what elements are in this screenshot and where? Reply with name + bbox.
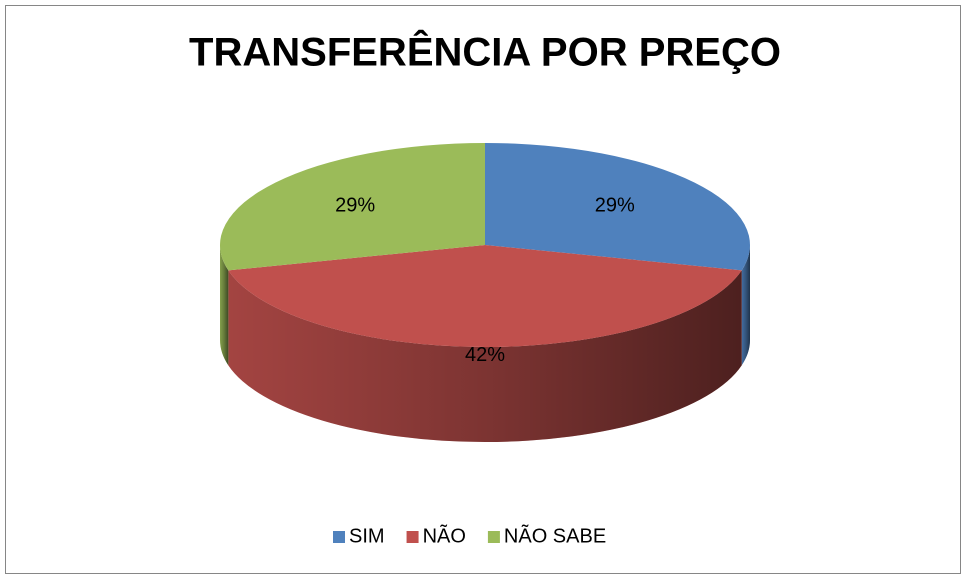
legend-swatch bbox=[333, 531, 345, 543]
data-label: 29% bbox=[595, 195, 635, 217]
pie-side-shade bbox=[228, 270, 742, 443]
legend-swatch bbox=[406, 531, 419, 543]
legend-label: NÃO SABE bbox=[504, 523, 606, 547]
chart-title: TRANSFERÊNCIA POR PREÇO bbox=[189, 29, 781, 75]
data-label: 29% bbox=[335, 195, 375, 217]
legend-label: SIM bbox=[349, 525, 385, 547]
data-label: 42% bbox=[465, 344, 505, 366]
pie-side-shade bbox=[741, 245, 750, 366]
pie-side-shade bbox=[220, 245, 229, 366]
legend-swatch bbox=[487, 531, 500, 543]
pie-slice bbox=[228, 245, 742, 347]
legend-label: NÃO bbox=[423, 523, 466, 547]
pie-slice bbox=[485, 143, 751, 271]
pie-slice bbox=[219, 143, 485, 271]
